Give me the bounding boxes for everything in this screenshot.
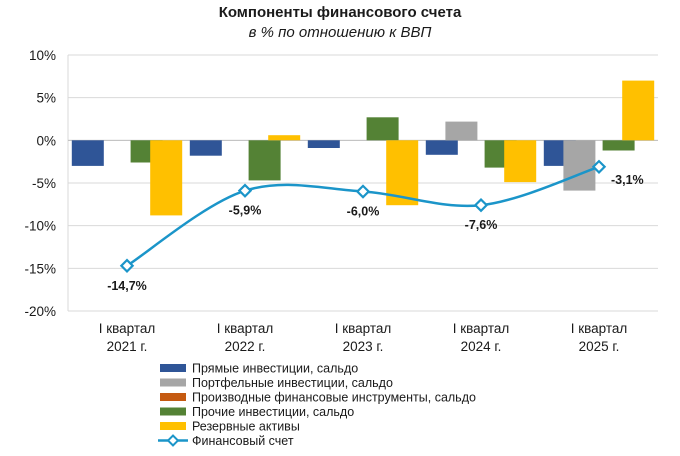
legend-label: Производные финансовые инструменты, саль…: [192, 391, 476, 405]
bar-4: [366, 117, 399, 141]
line-data-label: -6,0%: [347, 205, 380, 219]
bar-5: [150, 140, 183, 216]
bar-5: [268, 135, 301, 141]
bar-1: [425, 140, 458, 155]
bar-1: [307, 140, 340, 148]
line-data-label: -3,1%: [611, 173, 644, 187]
chart-title: Компоненты финансового счета: [218, 4, 462, 21]
bar-2: [445, 121, 478, 141]
bar-5: [622, 80, 655, 141]
line-point: [355, 184, 371, 199]
legend-swatch: [160, 393, 186, 401]
x-tick-label-year: 2025 г.: [579, 339, 620, 354]
x-tick-label: I квартал: [99, 321, 156, 336]
y-tick-label: 5%: [36, 91, 56, 106]
line-point: [119, 258, 135, 273]
bar-1: [71, 140, 104, 166]
chart-subtitle: в % по отношению к ВВП: [248, 24, 432, 41]
legend-swatch: [160, 407, 186, 416]
y-tick-label: -5%: [32, 176, 56, 191]
y-tick-label: -20%: [24, 304, 56, 319]
line-point: [591, 159, 607, 174]
line-point: [473, 197, 489, 213]
x-tick-label-year: 2021 г.: [107, 339, 148, 354]
x-tick-label: I квартал: [217, 321, 274, 336]
line-data-label: -7,6%: [465, 218, 498, 232]
y-tick-label: 0%: [36, 133, 56, 148]
legend-label: Прямые инвестиции, сальдо: [192, 362, 358, 376]
bar-4: [602, 140, 635, 151]
y-tick-label: -15%: [24, 261, 56, 276]
x-tick-label-year: 2024 г.: [461, 339, 502, 354]
line-point: [237, 183, 253, 198]
y-tick-label: -10%: [24, 219, 56, 234]
x-tick-label: I квартал: [335, 321, 392, 336]
line-data-label: -14,7%: [107, 279, 147, 293]
legend-swatch: [160, 364, 186, 372]
legend-label: Финансовый счет: [192, 434, 294, 448]
line-data-label: -5,9%: [229, 204, 262, 218]
bar-1: [189, 140, 222, 156]
legend-swatch: [160, 378, 186, 387]
legend-label: Резервные активы: [192, 420, 300, 434]
legend-label: Портфельные инвестиции, сальдо: [192, 376, 393, 390]
x-tick-label-year: 2022 г.: [225, 339, 266, 354]
y-tick-label: 10%: [29, 48, 56, 63]
bar-5: [504, 140, 537, 183]
legend-swatch: [160, 422, 186, 430]
x-tick-label: I квартал: [453, 321, 510, 336]
bar-2: [563, 140, 596, 191]
legend-marker: [166, 434, 180, 447]
bar-4: [248, 140, 281, 181]
x-tick-label-year: 2023 г.: [343, 339, 384, 354]
x-tick-label: I квартал: [571, 321, 628, 336]
legend-label: Прочие инвестиции, сальдо: [192, 405, 354, 419]
